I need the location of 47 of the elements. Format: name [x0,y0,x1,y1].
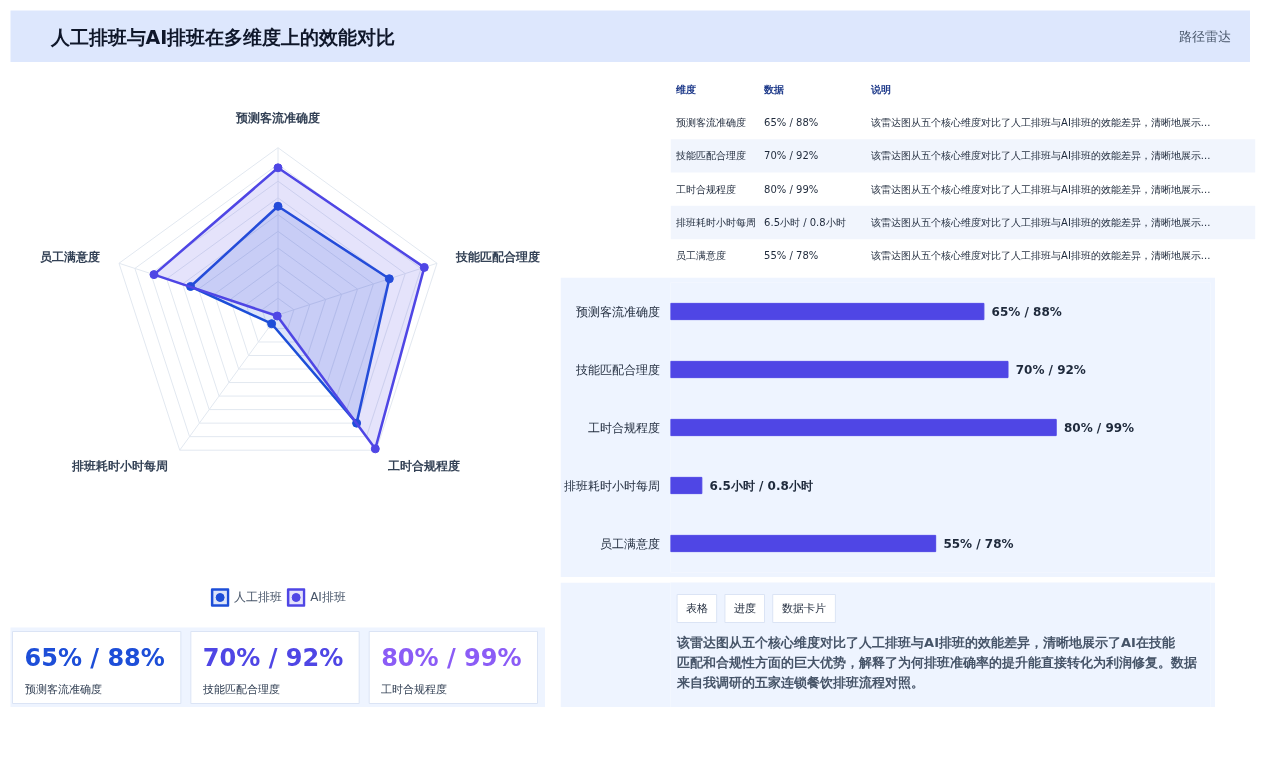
text: 该雷达图从五个核心维度对比了人工排班与AI排班的效能差异，清晰地展示... [871,117,1211,128]
legend-label: 人工排班 [234,588,283,606]
data-label: 80% / 99% [1063,420,1135,435]
text: 65% / 88% [24,643,165,672]
text: 该雷达图从五个核心维度对比了人工排班与AI排班的效能差异，清晰地展示了AI在技能匹配和合规性方面的巨大优势，解释了为何排班准确率的提升能直接转化为利润修复。数据来自我调研的五家连锁餐饮排班流程对照。 [676,635,1198,690]
text: 6.5小时 / 0.8小时 [764,217,846,228]
spoke-label: 排班耗时小时每周 [70,459,168,474]
text: 55% / 78% [764,250,819,262]
text: 数据卡片 [782,602,827,615]
text: 路径雷达 [1178,29,1231,44]
y-tick-label: 排班耗时小时每周 [563,478,660,493]
y-tick-label: 预测客流准确度 [575,304,660,319]
data-label: 55% / 78% [943,536,1014,551]
text: 预测客流准确度 [675,117,746,128]
text: 70% / 92% [202,643,344,672]
text: 该雷达图从五个核心维度对比了人工排班与AI排班的效能差异，清晰地展示... [871,150,1211,162]
text: 预测客流准确度 [24,683,102,696]
legend-label: AI排班 [310,588,346,606]
text: 工时合规程度 [675,183,736,195]
text: 该雷达图从五个核心维度对比了人工排班与AI排班的效能差异，清晰地展示... [871,217,1211,228]
spoke-label: 工时合规程度 [387,459,461,474]
data-label: 70% / 92% [1015,362,1086,377]
y-tick-label: 技能匹配合理度 [574,362,660,377]
text: 表格 [685,602,708,615]
data-label: 65% / 88% [991,304,1062,319]
text: 维度 [674,83,696,95]
text: 说明 [870,83,892,95]
text: 员工满意度 [675,250,726,262]
text: 70% / 92% [764,150,819,162]
y-tick-label: 员工满意度 [599,536,660,551]
text: 该雷达图从五个核心维度对比了人工排班与AI排班的效能差异，清晰地展示... [871,250,1211,262]
text: 80% / 99% [764,183,819,195]
spoke-label: 技能匹配合理度 [455,250,541,265]
text: 数据 [763,83,785,95]
text: 技能匹配合理度 [201,683,280,696]
spoke-label: 员工满意度 [39,250,100,265]
y-tick-label: 工时合规程度 [587,420,660,435]
text: 80% / 99% [381,643,522,672]
spoke-label: 预测客流准确度 [235,110,320,125]
text: 技能匹配合理度 [674,150,746,162]
text: 65% / 88% [764,117,819,128]
text: 人工排班与AI排班在多维度上的效能对比 [49,25,396,48]
text: 工时合规程度 [381,683,448,696]
text: 进度 [733,602,756,615]
data-label: 6.5小时 / 0.8小时 [709,478,813,493]
text: 排班耗时小时每周 [675,217,756,228]
text: 该雷达图从五个核心维度对比了人工排班与AI排班的效能差异，清晰地展示... [871,183,1211,195]
